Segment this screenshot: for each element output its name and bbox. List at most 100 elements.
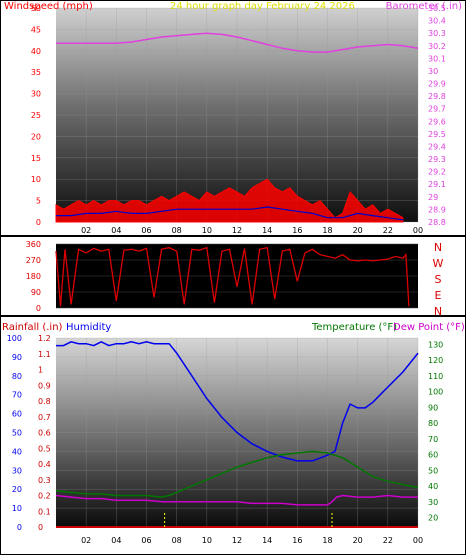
wind-x-tick-label: 22 bbox=[383, 226, 393, 235]
temperature-tick-label: 120 bbox=[428, 356, 443, 365]
wind-x-tick-label: 08 bbox=[172, 226, 182, 235]
direction-tick-label: 270 bbox=[26, 256, 41, 265]
rain-x-tick-label: 10 bbox=[202, 536, 212, 545]
rainfall-tick-label: 1 bbox=[38, 366, 43, 375]
windspeed-tick-label: 40 bbox=[31, 47, 41, 56]
graph-title: 24 hour graph day February 24 2026 bbox=[170, 1, 355, 12]
compass-label: W bbox=[433, 257, 444, 270]
barometer-tick-label: 29.7 bbox=[428, 105, 446, 114]
humidity-tick-label: 20 bbox=[12, 485, 22, 494]
direction-tick-label: 360 bbox=[26, 240, 41, 249]
temperature-tick-label: 90 bbox=[428, 403, 438, 412]
rain-x-tick-label: 16 bbox=[292, 536, 302, 545]
direction-tick-label: 0 bbox=[36, 304, 41, 313]
temperature-series bbox=[55, 450, 419, 498]
windspeed-tick-label: 15 bbox=[31, 154, 41, 163]
rainfall-tick-label: 0.9 bbox=[38, 381, 51, 390]
dewpoint-axis-label: Dew Point (°F) bbox=[393, 322, 465, 333]
wind-x-tick-label: 06 bbox=[141, 226, 151, 235]
rain-x-tick-label: 08 bbox=[172, 536, 182, 545]
barometer-tick-label: 29.3 bbox=[428, 155, 446, 164]
humidity-tick-label: 10 bbox=[12, 504, 22, 513]
rainfall-tick-label: 0 bbox=[38, 523, 43, 532]
rain-x-tick-label: 12 bbox=[232, 536, 242, 545]
humidity-tick-label: 30 bbox=[12, 466, 22, 475]
barometer-tick-label: 30 bbox=[428, 67, 438, 76]
rainfall-tick-label: 0.2 bbox=[38, 492, 51, 501]
temperature-tick-label: 130 bbox=[428, 340, 443, 349]
barometer-tick-label: 29.9 bbox=[428, 80, 446, 89]
humidity-tick-label: 70 bbox=[12, 391, 22, 400]
barometer-tick-label: 29.8 bbox=[428, 92, 446, 101]
humidity-tick-label: 50 bbox=[12, 429, 22, 438]
rainfall-axis-label: Rainfall (.in) bbox=[2, 322, 63, 333]
temperature-tick-label: 110 bbox=[428, 372, 443, 381]
wind-x-tick-label: 12 bbox=[232, 226, 242, 235]
humidity-tick-label: 80 bbox=[12, 372, 22, 381]
wind-x-tick-label: 10 bbox=[202, 226, 212, 235]
rainfall-tick-label: 1.2 bbox=[38, 334, 51, 343]
barometer-tick-label: 30.1 bbox=[428, 54, 446, 63]
humidity-tick-label: 90 bbox=[12, 353, 22, 362]
windspeed-series bbox=[55, 178, 404, 223]
windspeed-tick-label: 0 bbox=[36, 218, 41, 227]
wind-x-tick-label: 02 bbox=[81, 226, 91, 235]
compass-label: E bbox=[435, 289, 442, 302]
windspeed-tick-label: 45 bbox=[31, 25, 41, 34]
dewpoint-series bbox=[55, 494, 418, 506]
rainfall-tick-label: 0.4 bbox=[38, 460, 51, 469]
wind-x-tick-label: 00 bbox=[413, 226, 423, 235]
barometer-tick-label: 29 bbox=[428, 193, 438, 202]
windspeed-tick-label: 20 bbox=[31, 132, 41, 141]
humidity-tick-label: 60 bbox=[12, 410, 22, 419]
windspeed-tick-label: 25 bbox=[31, 111, 41, 120]
humidity-series bbox=[56, 340, 419, 462]
barometer-series bbox=[56, 32, 419, 53]
rain-x-tick-label: 14 bbox=[262, 536, 272, 545]
barometer-tick-label: 28.9 bbox=[428, 205, 446, 214]
windspeed-tick-label: 50 bbox=[31, 4, 41, 13]
humidity-tick-label: 100 bbox=[7, 334, 22, 343]
windspeed-tick-label: 5 bbox=[36, 197, 41, 206]
rain-x-tick-label: 06 bbox=[141, 536, 151, 545]
compass-label: N bbox=[434, 241, 442, 254]
rain-x-tick-label: 20 bbox=[353, 536, 363, 545]
temperature-tick-label: 20 bbox=[428, 514, 438, 523]
direction-tick-label: 180 bbox=[26, 272, 41, 281]
rainfall-tick-label: 0.8 bbox=[38, 397, 51, 406]
temperature-tick-label: 60 bbox=[428, 451, 438, 460]
barometer-tick-label: 29.6 bbox=[428, 117, 446, 126]
barometer-tick-label: 29.1 bbox=[428, 180, 446, 189]
temperature-tick-label: 50 bbox=[428, 466, 438, 475]
barometer-tick-label: 30.4 bbox=[428, 17, 446, 26]
rainfall-tick-label: 0.5 bbox=[38, 444, 51, 453]
wind-x-tick-label: 04 bbox=[111, 226, 121, 235]
rainfall-tick-label: 0.1 bbox=[38, 507, 51, 516]
barometer-tick-label: 30.2 bbox=[428, 42, 446, 51]
barometer-tick-label: 28.8 bbox=[428, 218, 446, 227]
barometer-tick-label: 29.5 bbox=[428, 130, 446, 139]
rain-x-tick-label: 22 bbox=[383, 536, 393, 545]
humidity-tick-label: 0 bbox=[17, 523, 22, 532]
rain-x-tick-label: 02 bbox=[81, 536, 91, 545]
windspeed-tick-label: 30 bbox=[31, 90, 41, 99]
humidity-tick-label: 40 bbox=[12, 447, 22, 456]
wind-x-tick-label: 16 bbox=[292, 226, 302, 235]
rainfall-tick-label: 1.1 bbox=[38, 350, 51, 359]
temperature-tick-label: 80 bbox=[428, 419, 438, 428]
temperature-axis-label: Temperature (°F) bbox=[311, 322, 397, 333]
temperature-tick-label: 100 bbox=[428, 388, 443, 397]
wind-direction-series bbox=[55, 246, 410, 307]
rain-x-tick-label: 18 bbox=[322, 536, 332, 545]
compass-label: S bbox=[435, 273, 442, 286]
barometer-tick-label: 30.5 bbox=[428, 4, 446, 13]
wind-x-tick-label: 20 bbox=[353, 226, 363, 235]
barometer-tick-label: 29.4 bbox=[428, 142, 446, 151]
wind-x-tick-label: 14 bbox=[262, 226, 272, 235]
barometer-tick-label: 29.2 bbox=[428, 168, 446, 177]
rainfall-tick-label: 0.6 bbox=[38, 429, 51, 438]
windspeed-axis-label: Windspeed (mph) bbox=[4, 1, 93, 12]
temperature-tick-label: 40 bbox=[428, 482, 438, 491]
